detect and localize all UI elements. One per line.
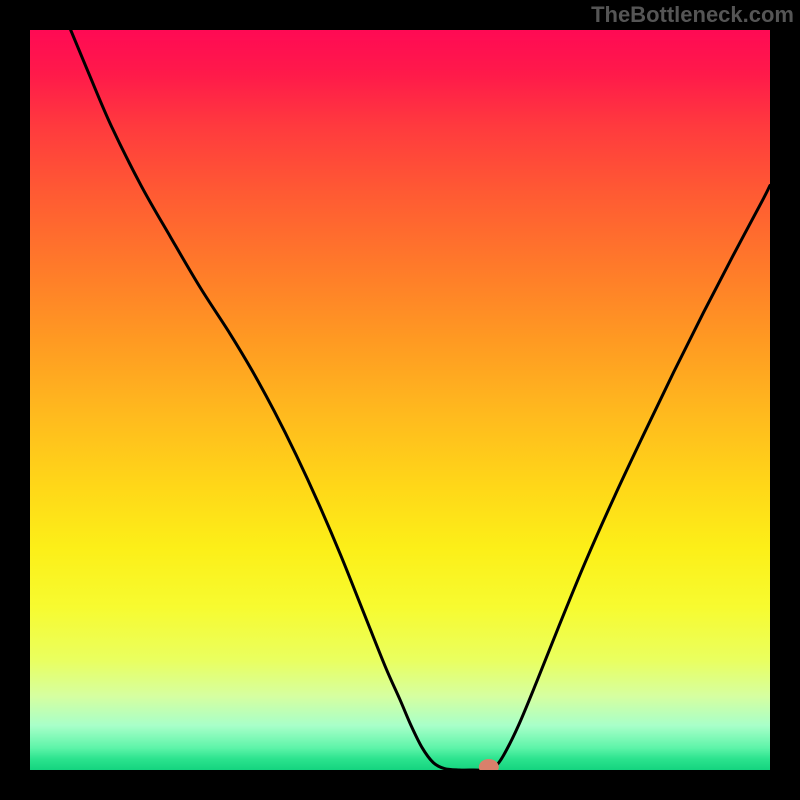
chart-svg: [30, 30, 770, 770]
plot-area: [30, 30, 770, 770]
chart-frame: TheBottleneck.com: [0, 0, 800, 800]
attribution-text: TheBottleneck.com: [591, 2, 794, 28]
